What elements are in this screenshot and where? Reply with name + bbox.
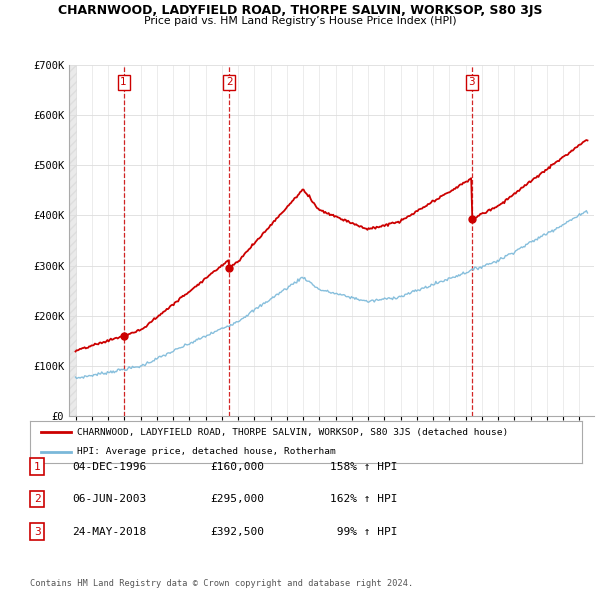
Text: 2: 2 (34, 494, 41, 504)
Text: Contains HM Land Registry data © Crown copyright and database right 2024.
This d: Contains HM Land Registry data © Crown c… (30, 579, 413, 590)
Bar (67, 65, 77, 416)
Text: £295,000: £295,000 (210, 494, 264, 504)
Text: Price paid vs. HM Land Registry’s House Price Index (HPI): Price paid vs. HM Land Registry’s House … (143, 16, 457, 26)
Text: £160,000: £160,000 (210, 462, 264, 471)
Text: 3: 3 (34, 527, 41, 536)
Text: 158% ↑ HPI: 158% ↑ HPI (330, 462, 398, 471)
Text: 2: 2 (226, 77, 233, 87)
Text: 1: 1 (120, 77, 127, 87)
Text: 04-DEC-1996: 04-DEC-1996 (72, 462, 146, 471)
Text: 1: 1 (34, 462, 41, 471)
Text: CHARNWOOD, LADYFIELD ROAD, THORPE SALVIN, WORKSOP, S80 3JS: CHARNWOOD, LADYFIELD ROAD, THORPE SALVIN… (58, 4, 542, 17)
Text: £392,500: £392,500 (210, 527, 264, 536)
Text: 06-JUN-2003: 06-JUN-2003 (72, 494, 146, 504)
Text: HPI: Average price, detached house, Rotherham: HPI: Average price, detached house, Roth… (77, 447, 335, 456)
Text: 162% ↑ HPI: 162% ↑ HPI (330, 494, 398, 504)
Text: CHARNWOOD, LADYFIELD ROAD, THORPE SALVIN, WORKSOP, S80 3JS (detached house): CHARNWOOD, LADYFIELD ROAD, THORPE SALVIN… (77, 428, 508, 437)
Text: 3: 3 (469, 77, 475, 87)
Text: 24-MAY-2018: 24-MAY-2018 (72, 527, 146, 536)
Text: 99% ↑ HPI: 99% ↑ HPI (330, 527, 398, 536)
